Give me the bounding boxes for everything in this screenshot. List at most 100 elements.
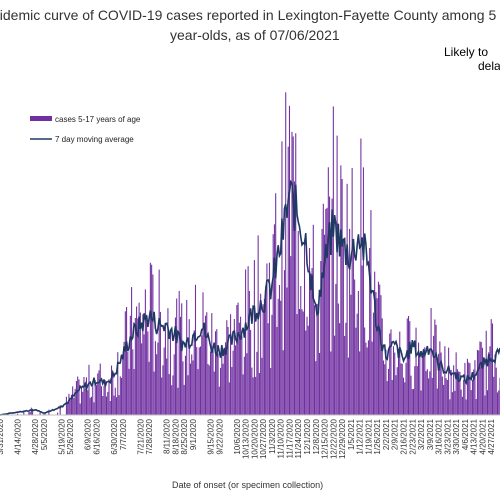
bar xyxy=(463,379,465,415)
x-tick-label: 10/6/2020 xyxy=(233,418,242,454)
bar xyxy=(176,298,178,415)
bar xyxy=(494,354,496,415)
bar xyxy=(243,356,245,415)
bar xyxy=(218,386,220,415)
bar xyxy=(349,228,351,415)
x-tick-labels: 3/31/2020 4/14/2020 4/28/2020 5/5/2020 5/19/… xyxy=(0,418,496,459)
bar xyxy=(470,390,472,415)
x-tick-label: 12/15/2020 xyxy=(321,418,330,459)
bar xyxy=(147,331,149,415)
x-tick-label: 3/31/2020 xyxy=(0,418,5,454)
bar xyxy=(320,261,322,415)
x-tick-label: 9/22/2020 xyxy=(215,418,224,454)
x-tick-label: 5/26/2020 xyxy=(66,418,75,454)
bar xyxy=(236,305,238,415)
bar xyxy=(123,341,125,415)
bar xyxy=(429,371,431,415)
bar xyxy=(407,316,410,415)
bar xyxy=(121,377,123,415)
bar xyxy=(480,342,482,415)
bar xyxy=(359,351,361,415)
x-axis-title: Date of onset (or specimen collection) xyxy=(172,480,323,490)
x-tick-label: 6/9/2020 xyxy=(84,418,93,450)
bar xyxy=(380,295,382,415)
bar xyxy=(335,284,337,415)
bar xyxy=(382,360,384,415)
x-tick-label: 10/27/2020 xyxy=(259,418,268,459)
bar xyxy=(182,361,184,415)
x-tick-label: 4/14/2020 xyxy=(14,418,23,454)
bar xyxy=(93,402,95,415)
bar xyxy=(231,367,233,415)
bar xyxy=(420,390,422,415)
bar xyxy=(434,319,436,415)
bar xyxy=(310,273,312,415)
bar xyxy=(319,352,321,415)
bar xyxy=(107,391,109,415)
bar xyxy=(468,362,470,415)
x-tick-label: 2/23/2021 xyxy=(408,418,417,454)
x-tick-label: 8/25/2020 xyxy=(180,418,189,454)
bar xyxy=(351,167,353,415)
bar xyxy=(166,358,168,415)
bar xyxy=(365,342,367,415)
bar xyxy=(464,362,466,415)
bar xyxy=(296,314,298,415)
x-tick-label: 3/9/2021 xyxy=(426,418,435,450)
bar xyxy=(179,316,181,415)
x-tick-label: 9/15/2020 xyxy=(207,418,216,454)
bar xyxy=(196,347,198,415)
bar xyxy=(387,368,390,415)
x-tick-label: 1/5/2021 xyxy=(347,418,356,450)
bar xyxy=(290,256,292,415)
bar xyxy=(379,284,381,415)
bar xyxy=(73,397,75,415)
x-tick-label: 10/13/2020 xyxy=(242,418,251,459)
bar xyxy=(105,396,108,415)
legend-line-label: 7 day moving average xyxy=(55,135,134,144)
bar xyxy=(217,353,219,415)
bar xyxy=(491,323,494,415)
bar xyxy=(490,319,492,415)
bar xyxy=(167,308,169,415)
bar xyxy=(443,384,445,415)
bar xyxy=(235,345,237,415)
bar xyxy=(118,395,120,415)
bar xyxy=(454,390,456,415)
bar xyxy=(232,350,234,415)
bar xyxy=(360,138,362,415)
bar xyxy=(369,248,371,415)
bar xyxy=(204,315,207,415)
bar xyxy=(94,380,96,415)
bar xyxy=(276,326,278,415)
bar xyxy=(223,347,225,415)
bar xyxy=(327,167,329,415)
bar xyxy=(43,413,45,415)
bar xyxy=(418,342,420,415)
bar xyxy=(197,369,199,415)
bar xyxy=(404,382,406,415)
bar xyxy=(225,342,227,415)
bar xyxy=(174,317,176,415)
bar xyxy=(436,388,438,415)
bar xyxy=(376,298,378,415)
bar xyxy=(489,346,491,415)
bar xyxy=(39,411,41,415)
bar xyxy=(342,239,344,415)
bar xyxy=(215,331,217,415)
bar xyxy=(153,371,155,415)
bar xyxy=(241,335,243,415)
bar xyxy=(474,360,476,415)
bar xyxy=(157,342,159,415)
bar xyxy=(108,379,110,415)
bar xyxy=(433,335,435,415)
bar xyxy=(79,403,81,415)
bar xyxy=(357,291,359,415)
bar xyxy=(481,347,483,415)
bar xyxy=(324,234,326,415)
bar xyxy=(252,377,254,415)
bar xyxy=(186,299,188,415)
bar xyxy=(409,321,411,415)
bar xyxy=(90,396,93,415)
bar xyxy=(146,314,148,415)
